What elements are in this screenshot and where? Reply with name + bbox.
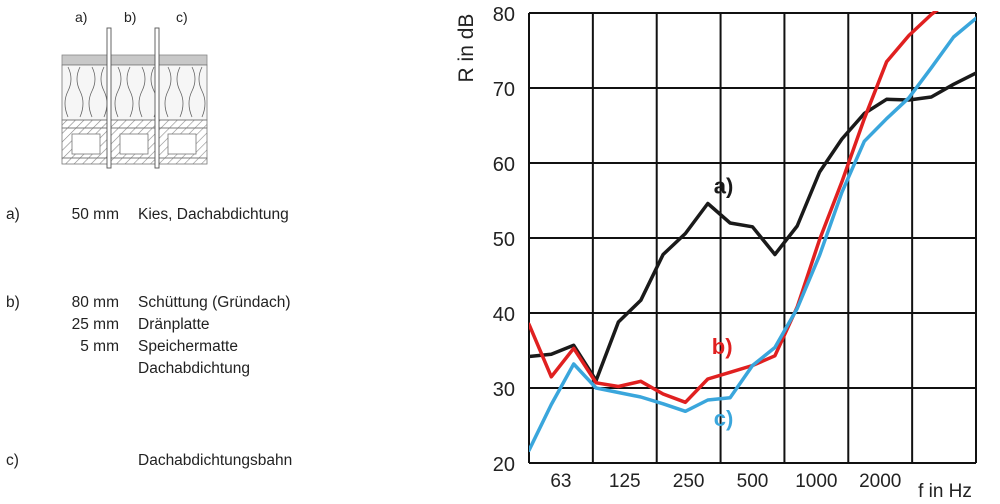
legend-b-thickness-3: 5 mm [80,338,119,355]
legend-a-text-1: Kies, Dachabdichtung [138,206,289,223]
y-tick-label: 30 [493,379,515,401]
y-axis-ticks: 20 30 40 50 60 70 80 [493,4,515,476]
series-line-c [529,16,976,453]
diagram-layers [61,27,208,169]
y-tick-label: 20 [493,454,515,476]
legend-b-thickness-2: 25 mm [71,316,119,333]
legend-b-letter: b) [6,294,20,311]
x-tick-label: 250 [673,471,705,492]
y-tick-label: 40 [493,304,515,326]
y-tick-label: 50 [493,229,515,251]
roof-section-diagram: a) b) c) [61,9,208,169]
legend-c-letter: c) [6,452,19,469]
series-line-a [529,71,976,383]
x-tick-label: 125 [609,471,641,492]
legend-b-thickness-1: 80 mm [71,294,119,311]
y-tick-label: 80 [493,4,515,26]
diagram-label-a: a) [75,9,87,25]
legend-c-text-1: Dachabdichtungsbahn [138,452,293,469]
series-line-b [529,11,939,405]
series-labels: a) b) c) [712,174,734,432]
chart-grid [528,12,977,464]
legend-a-letter: a) [6,206,20,223]
y-axis-label: R in dB [455,14,478,83]
series-label-b: b) [712,334,733,359]
series-label-c: c) [714,406,734,431]
x-tick-label: 500 [737,471,769,492]
x-tick-label: 1000 [795,471,837,492]
chart-series [529,11,976,453]
y-tick-label: 70 [493,79,515,101]
y-tick-label: 60 [493,154,515,176]
x-axis-ticks: 63 125 250 500 1000 2000 [550,471,901,492]
legend-b-text-1: Schüttung (Gründach) [138,294,291,311]
series-label-a: a) [714,174,734,199]
x-tick-label: 63 [550,471,571,492]
sound-reduction-chart: 20 30 40 50 60 70 80 63 125 250 500 1000 2000 a) b) c… [455,4,977,502]
legend-b-text-4: Dachabdichtung [138,360,251,377]
legend-a-thickness-1: 50 mm [71,206,119,223]
x-tick-label: 2000 [859,471,901,492]
diagram-label-b: b) [124,9,136,25]
legend-b-text-2: Dränplatte [138,316,210,333]
legend-b-text-3: Speichermatte [138,338,238,355]
diagram-label-c: c) [176,9,188,25]
x-axis-label: f in Hz [918,481,972,502]
